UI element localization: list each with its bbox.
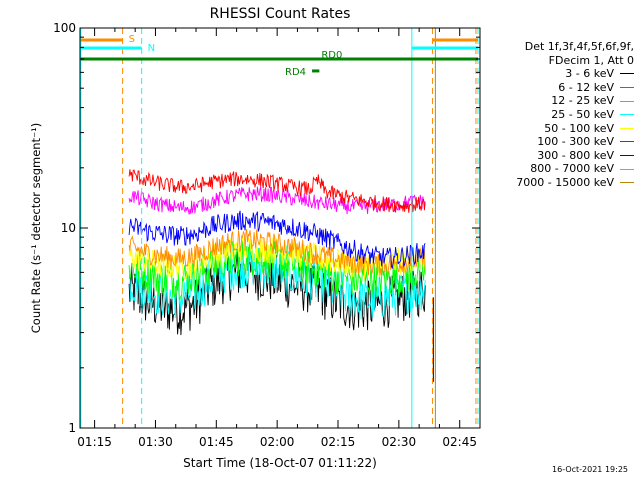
x-tick-label: 01:30 [138,435,173,449]
y-tick-label: 1 [68,421,76,435]
legend-swatch [620,100,634,102]
x-tick-label: 02:30 [382,435,417,449]
legend-entry: 100 - 300 keV [478,135,634,149]
legend-entry-label: 7000 - 15000 keV [516,175,614,189]
legend-entry-label: 12 - 25 keV [551,94,614,108]
legend-entry: 300 - 800 keV [478,149,634,163]
legend-entry-label: 3 - 6 keV [565,67,614,81]
series-line-100-300kev [128,169,426,213]
legend-header-detectors: Det 1f,3f,4f,5f,6f,9f, [524,40,634,53]
x-tick-label: 01:15 [77,435,112,449]
legend-swatch [620,87,634,89]
series-line-800-7000kev [128,229,426,276]
legend-entry-label: 300 - 800 keV [537,148,614,162]
legend-entry: 7000 - 15000 keV [478,176,634,190]
legend-entry-label: 100 - 300 keV [537,135,614,149]
y-axis-label: Count Rate (s⁻¹ detector segment⁻¹) [29,123,43,333]
x-tick-label: 02:45 [442,435,477,449]
legend-header-decimation: FDecim 1, Att 0 [548,53,634,67]
n-flag-label: N [148,43,155,54]
legend-swatch [620,168,634,170]
legend-entry-label: 800 - 7000 keV [530,162,614,176]
legend-swatch [620,114,634,116]
legend-entry: 25 - 50 keV [478,108,634,122]
legend-entry: 12 - 25 keV [478,94,634,108]
x-axis-label: Start Time (18-Oct-07 01:11:22) [183,456,377,470]
x-tick-label: 02:00 [260,435,295,449]
x-tick-label: 01:45 [199,435,234,449]
legend-entry: 800 - 7000 keV [478,162,634,176]
legend-swatch [620,141,634,143]
legend-swatch [620,127,634,129]
y-axis: 1 10 100 [53,21,480,435]
rd4-flag-label: RD4 [285,67,306,78]
legend-swatch [620,155,634,157]
chart-title: RHESSI Count Rates [210,6,351,22]
x-tick-label: 02:15 [321,435,356,449]
legend-entry: 3 - 6 keV [478,67,634,81]
legend-entry: 50 - 100 keV [478,122,634,136]
x-axis: 01:15 01:30 01:45 02:00 02:15 02:30 02:45 [77,28,477,449]
legend-entry-label: 25 - 50 keV [551,107,614,121]
legend-entry-label: 6 - 12 keV [558,80,614,94]
legend-entry: 6 - 12 keV [478,81,634,95]
y-tick-label: 10 [61,221,76,235]
y-tick-label: 100 [53,21,76,35]
legend-entry-label: 50 - 100 keV [544,121,614,135]
s-flag-label: S [129,34,135,45]
legend: Det 1f,3f,4f,5f,6f,9f, FDecim 1, Att 0 3… [478,40,634,190]
plot-area [128,169,434,382]
timestamp: 16-Oct-2021 19:25 [552,465,628,474]
rd0-flag-label: RD0 [321,50,342,61]
series-line-300-800kev [128,210,426,270]
legend-swatch [620,73,634,75]
legend-swatch [620,182,634,184]
